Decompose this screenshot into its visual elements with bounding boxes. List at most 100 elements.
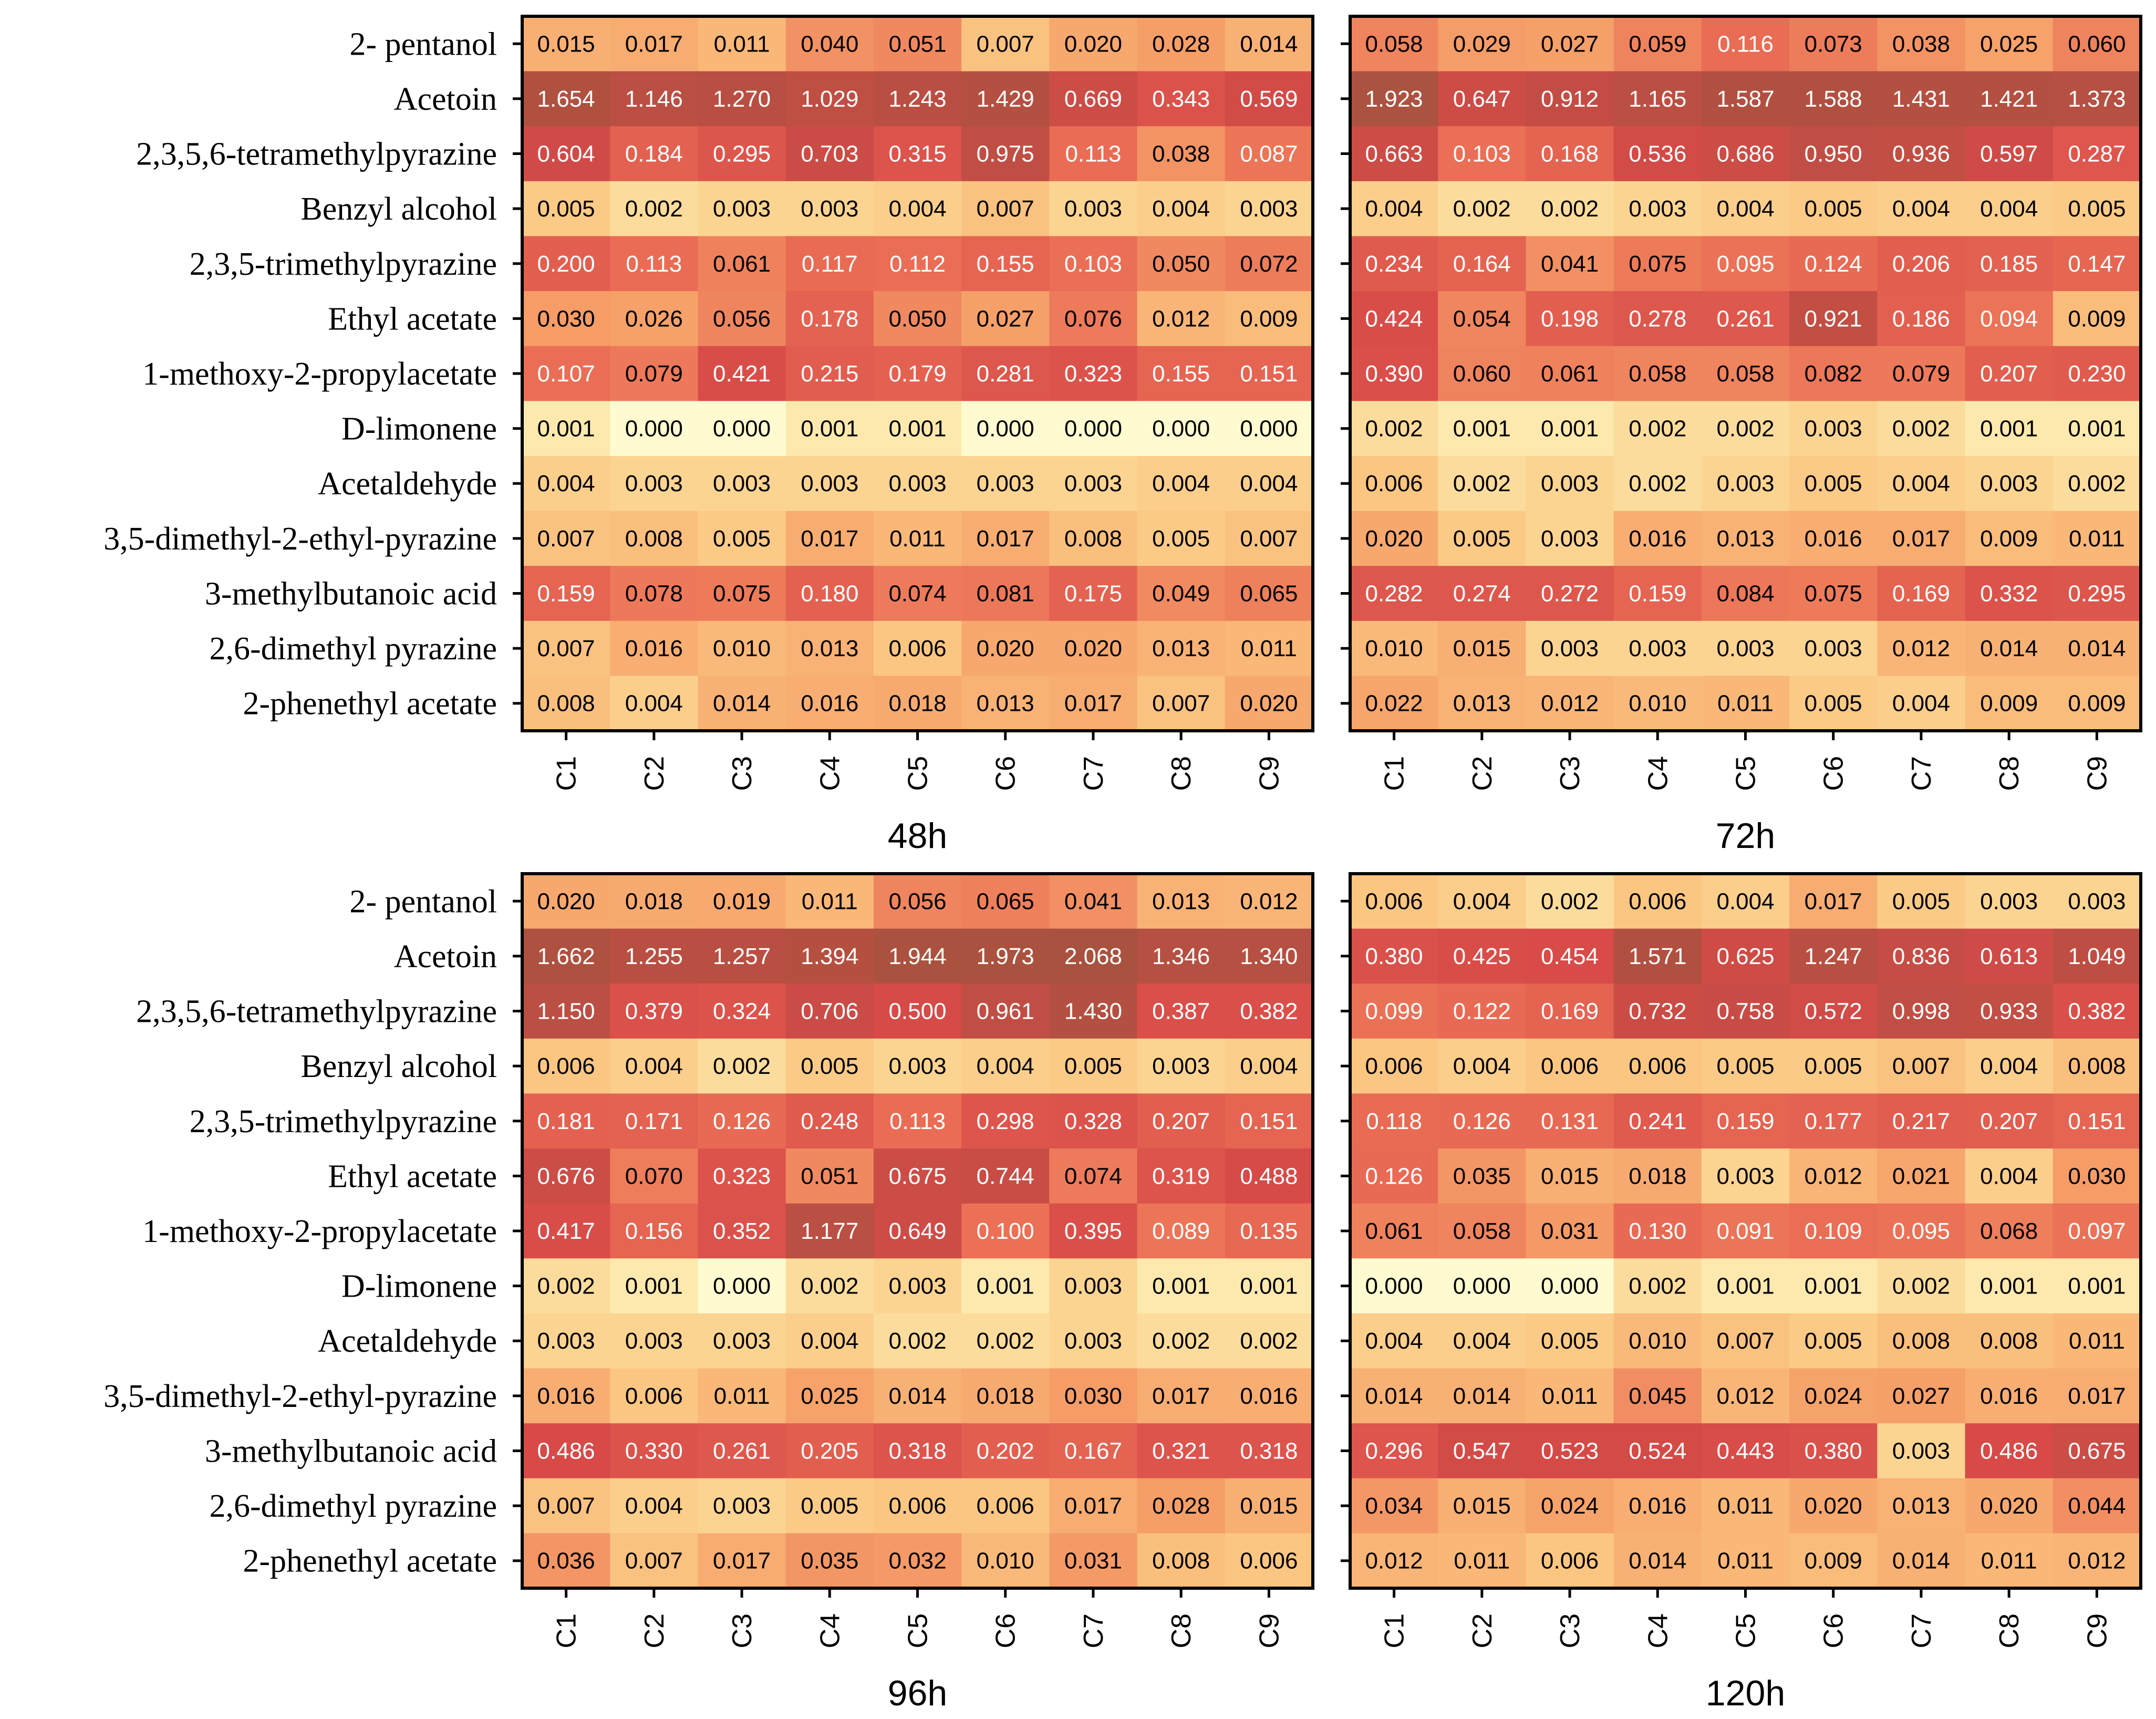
- cell-value-label: 0.097: [2068, 1218, 2126, 1244]
- heatmap-cell: [522, 71, 610, 127]
- heatmap-cell: [1701, 511, 1790, 566]
- cell-value-label: 0.178: [801, 306, 858, 332]
- heatmap-cell: [1701, 1478, 1790, 1534]
- heatmap-cell: [522, 983, 610, 1039]
- heatmap-cell: [873, 1533, 962, 1589]
- cell-value-label: 0.500: [888, 999, 946, 1024]
- heatmap-cell: [785, 16, 874, 72]
- cell-value-label: 0.005: [1453, 526, 1511, 552]
- heatmap-cell: [610, 1533, 699, 1589]
- heatmap-cell: [873, 126, 962, 182]
- column-label: C2: [1467, 1613, 1498, 1648]
- cell-value-label: 0.011: [1241, 636, 1297, 661]
- heatmap-cell: [1965, 1093, 2054, 1149]
- heatmap-cell: [1225, 455, 1313, 512]
- heatmap-cell: [873, 620, 962, 676]
- heatmap-cell: [1438, 1478, 1527, 1534]
- heatmap-cell: [1965, 511, 2054, 566]
- cell-value-label: 0.272: [1541, 581, 1599, 606]
- heatmap-cell: [1350, 1093, 1438, 1149]
- cell-value-label: 0.131: [1541, 1109, 1599, 1134]
- heatmap-cell: [1613, 874, 1702, 929]
- cell-value-label: 0.004: [1365, 1328, 1423, 1354]
- cell-value-label: 0.332: [1980, 581, 2038, 606]
- cell-value-label: 1.340: [1240, 944, 1298, 969]
- cell-value-label: 0.013: [977, 691, 1034, 717]
- cell-value-label: 0.217: [1892, 1109, 1950, 1134]
- heatmap-cell: [1350, 181, 1438, 237]
- column-label: C1: [1380, 756, 1410, 791]
- cell-value-label: 0.912: [1541, 86, 1599, 112]
- heatmap-cell: [1225, 983, 1313, 1039]
- panel-title: 120h: [1706, 1673, 1785, 1713]
- cell-value-label: 0.027: [1541, 31, 1599, 57]
- heatmap-cell: [785, 1533, 874, 1589]
- heatmap-cell: [610, 928, 699, 984]
- column-label: C4: [1643, 756, 1673, 791]
- heatmap-cell: [873, 1313, 962, 1369]
- cell-value-label: 0.004: [977, 1053, 1034, 1079]
- cell-value-label: 0.295: [713, 141, 771, 167]
- cell-value-label: 0.524: [1629, 1438, 1686, 1464]
- row-label: Benzyl alcohol: [300, 1049, 497, 1084]
- cell-value-label: 0.036: [537, 1548, 595, 1574]
- cell-value-label: 1.429: [977, 86, 1034, 112]
- cell-value-label: 1.394: [801, 944, 858, 969]
- heatmap-cell: [1613, 983, 1702, 1039]
- heatmap-cell: [873, 236, 962, 292]
- heatmap-cell: [873, 16, 962, 72]
- cell-value-label: 0.058: [1629, 361, 1686, 387]
- cell-value-label: 0.002: [537, 1273, 595, 1299]
- cell-value-label: 0.012: [1240, 888, 1298, 914]
- cell-value-label: 0.003: [888, 471, 946, 496]
- heatmap-cell: [1877, 1368, 1966, 1424]
- heatmap-cell: [1789, 71, 1878, 127]
- cell-value-label: 0.004: [888, 196, 946, 222]
- heatmap-cell: [1137, 16, 1226, 72]
- cell-value-label: 0.006: [888, 636, 946, 661]
- heatmap-cell: [698, 1423, 786, 1479]
- heatmap-cell: [1438, 346, 1527, 401]
- heatmap-cell: [1350, 1203, 1438, 1259]
- cell-value-label: 0.836: [1892, 944, 1950, 969]
- heatmap-cell: [1225, 566, 1313, 622]
- heatmap-cell: [1350, 455, 1438, 512]
- cell-value-label: 0.647: [1453, 86, 1511, 112]
- heatmap-cell: [1526, 983, 1614, 1039]
- cell-value-label: 0.008: [2068, 1053, 2126, 1079]
- cell-value-label: 0.009: [1240, 306, 1298, 332]
- heatmap-cell: [961, 511, 1050, 566]
- cell-value-label: 0.207: [1980, 1109, 2038, 1134]
- heatmap-cell: [1526, 874, 1614, 929]
- cell-value-label: 0.319: [1152, 1163, 1210, 1189]
- heatmap-cell: [2053, 1533, 2141, 1589]
- cell-value-label: 0.030: [1064, 1383, 1122, 1409]
- cell-value-label: 0.382: [2068, 999, 2126, 1024]
- cell-value-label: 0.003: [625, 1328, 683, 1354]
- heatmap-cell: [1877, 1038, 1966, 1094]
- cell-value-label: 0.002: [1629, 416, 1686, 442]
- cell-value-label: 0.625: [1716, 944, 1774, 969]
- cell-value-label: 0.296: [1365, 1438, 1423, 1464]
- cell-value-label: 0.013: [1152, 888, 1210, 914]
- panel-title: 48h: [888, 816, 947, 856]
- cell-value-label: 0.029: [1453, 31, 1511, 57]
- heatmap-cell: [1225, 1093, 1313, 1149]
- heatmap-cell: [1049, 71, 1138, 127]
- heatmap-cell: [698, 928, 786, 984]
- cell-value-label: 0.028: [1152, 31, 1210, 57]
- heatmap-cell: [1877, 1478, 1966, 1534]
- heatmap-cell: [1526, 1423, 1614, 1479]
- cell-value-label: 0.005: [1892, 888, 1950, 914]
- cell-value-label: 0.421: [713, 361, 771, 387]
- heatmap-cell: [1137, 1038, 1226, 1094]
- heatmap-cell: [1701, 346, 1790, 401]
- cell-value-label: 0.321: [1152, 1438, 1210, 1464]
- cell-value-label: 0.017: [801, 526, 858, 552]
- cell-value-label: 0.950: [1805, 141, 1862, 167]
- cell-value-label: 0.012: [1805, 1163, 1862, 1189]
- cell-value-label: 0.675: [888, 1163, 946, 1189]
- cell-value-label: 0.330: [625, 1438, 683, 1464]
- cell-value-label: 0.004: [1152, 471, 1210, 496]
- heatmap-cell: [1877, 181, 1966, 237]
